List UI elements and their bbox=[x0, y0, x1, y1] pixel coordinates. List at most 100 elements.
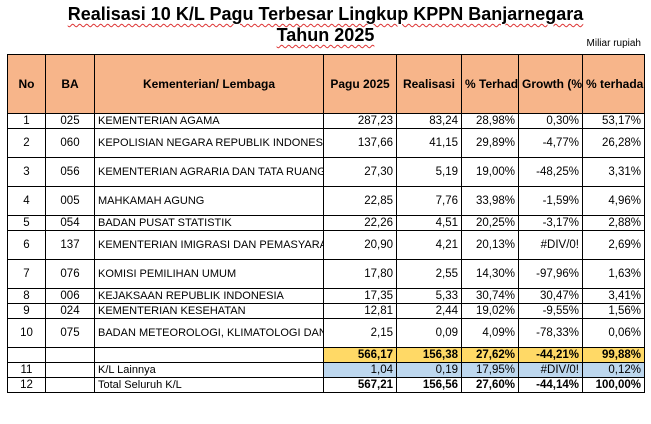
cell-pagu: 27,30 bbox=[323, 157, 397, 187]
lainnya-row: 11 K/L Lainnya 1,04 0,19 17,95% #DIV/0! … bbox=[7, 362, 645, 378]
header-realisasi: Realisasi bbox=[396, 54, 462, 114]
table-row: 2 060 KEPOLISIAN NEGARA REPUBLIK INDONES… bbox=[7, 128, 645, 158]
cell-realisasi: 0,19 bbox=[396, 362, 462, 378]
cell-pagu: 137,66 bbox=[323, 128, 397, 158]
cell-realisasi: 41,15 bbox=[396, 128, 462, 158]
cell-empty bbox=[7, 347, 46, 363]
cell-pct-pagu: 27,62% bbox=[461, 347, 519, 363]
cell-pagu: 2,15 bbox=[323, 318, 397, 348]
cell-realisasi: 4,21 bbox=[396, 230, 462, 260]
cell-pagu: 17,80 bbox=[323, 259, 397, 289]
cell-no: 4 bbox=[7, 186, 46, 216]
cell-growth: #DIV/0! bbox=[518, 230, 583, 260]
header-growth: Growth (%) bbox=[518, 54, 583, 114]
cell-pagu: 20,90 bbox=[323, 230, 397, 260]
cell-no: 6 bbox=[7, 230, 46, 260]
header-no: No bbox=[7, 54, 46, 114]
cell-name: Total Seluruh K/L bbox=[94, 377, 324, 393]
cell-growth: -78,33% bbox=[518, 318, 583, 348]
cell-name: KOMISI PEMILIHAN UMUM bbox=[94, 259, 324, 289]
cell-pagu: 566,17 bbox=[323, 347, 397, 363]
total-row: 12 Total Seluruh K/L 567,21 156,56 27,60… bbox=[7, 377, 645, 393]
cell-realisasi: 0,09 bbox=[396, 318, 462, 348]
cell-no: 3 bbox=[7, 157, 46, 187]
cell-realisasi: 2,44 bbox=[396, 303, 462, 319]
cell-no: 12 bbox=[7, 377, 46, 393]
table-row: 7 076 KOMISI PEMILIHAN UMUM 17,80 2,55 1… bbox=[7, 259, 645, 289]
cell-realisasi: 2,55 bbox=[396, 259, 462, 289]
cell-name: KEPOLISIAN NEGARA REPUBLIK INDONESIA bbox=[94, 128, 324, 158]
cell-realisasi: 156,56 bbox=[396, 377, 462, 393]
cell-pagu: 567,21 bbox=[323, 377, 397, 393]
cell-empty bbox=[94, 347, 324, 363]
cell-no: 2 bbox=[7, 128, 46, 158]
report-title-line1: Realisasi 10 K/L Pagu Terbesar Lingkup K… bbox=[67, 4, 584, 24]
cell-ba: 076 bbox=[45, 259, 95, 289]
cell-pct-total: 1,56% bbox=[582, 303, 645, 319]
cell-pagu: 22,85 bbox=[323, 186, 397, 216]
cell-pagu: 1,04 bbox=[323, 362, 397, 378]
cell-realisasi: 5,19 bbox=[396, 157, 462, 187]
cell-growth: -48,25% bbox=[518, 157, 583, 187]
cell-pct-total: 99,88% bbox=[582, 347, 645, 363]
header-pagu: Pagu 2025 bbox=[323, 54, 397, 114]
cell-pct-total: 3,31% bbox=[582, 157, 645, 187]
cell-pagu: 12,81 bbox=[323, 303, 397, 319]
cell-name: BADAN PUSAT STATISTIK bbox=[94, 215, 324, 231]
cell-pct-pagu: 4,09% bbox=[461, 318, 519, 348]
cell-no: 5 bbox=[7, 215, 46, 231]
cell-growth: -44,14% bbox=[518, 377, 583, 393]
cell-realisasi: 7,76 bbox=[396, 186, 462, 216]
cell-pct-pagu: 30,74% bbox=[461, 288, 519, 304]
cell-pct-total: 2,69% bbox=[582, 230, 645, 260]
cell-growth: -1,59% bbox=[518, 186, 583, 216]
cell-ba: 137 bbox=[45, 230, 95, 260]
unit-label: Miliar rupiah bbox=[586, 38, 641, 49]
cell-pct-pagu: 33,98% bbox=[461, 186, 519, 216]
realisasi-table: No BA Kementerian/ Lembaga Pagu 2025 Rea… bbox=[7, 54, 645, 393]
cell-empty bbox=[45, 362, 95, 378]
cell-realisasi: 156,38 bbox=[396, 347, 462, 363]
table-row: 4 005 MAHKAMAH AGUNG 22,85 7,76 33,98% -… bbox=[7, 186, 645, 216]
cell-name: BADAN METEOROLOGI, KLIMATOLOGI DAN GEOFI… bbox=[94, 318, 324, 348]
cell-pct-total: 53,17% bbox=[582, 113, 645, 129]
report-title-line2: Tahun 2025 bbox=[276, 25, 375, 45]
cell-ba: 006 bbox=[45, 288, 95, 304]
cell-ba: 056 bbox=[45, 157, 95, 187]
cell-ba: 005 bbox=[45, 186, 95, 216]
cell-pct-total: 0,06% bbox=[582, 318, 645, 348]
cell-name: MAHKAMAH AGUNG bbox=[94, 186, 324, 216]
cell-realisasi: 5,33 bbox=[396, 288, 462, 304]
table-row: 10 075 BADAN METEOROLOGI, KLIMATOLOGI DA… bbox=[7, 318, 645, 348]
cell-pct-total: 2,88% bbox=[582, 215, 645, 231]
cell-realisasi: 83,24 bbox=[396, 113, 462, 129]
table-row: 5 054 BADAN PUSAT STATISTIK 22,26 4,51 2… bbox=[7, 215, 645, 231]
header-pct-pagu: % Terhadap Pagu bbox=[461, 54, 519, 114]
cell-pct-total: 100,00% bbox=[582, 377, 645, 393]
cell-pagu: 17,35 bbox=[323, 288, 397, 304]
cell-growth: #DIV/0! bbox=[518, 362, 583, 378]
cell-pct-pagu: 17,95% bbox=[461, 362, 519, 378]
header-pct-total: % terhadap total bbox=[582, 54, 645, 114]
cell-pct-total: 4,96% bbox=[582, 186, 645, 216]
cell-pct-total: 3,41% bbox=[582, 288, 645, 304]
cell-growth: 30,47% bbox=[518, 288, 583, 304]
cell-growth: -3,17% bbox=[518, 215, 583, 231]
header-row: No BA Kementerian/ Lembaga Pagu 2025 Rea… bbox=[7, 54, 645, 114]
cell-no: 1 bbox=[7, 113, 46, 129]
cell-pct-pagu: 29,89% bbox=[461, 128, 519, 158]
cell-pct-pagu: 20,25% bbox=[461, 215, 519, 231]
cell-no: 8 bbox=[7, 288, 46, 304]
cell-name: KEMENTERIAN KESEHATAN bbox=[94, 303, 324, 319]
cell-no: 10 bbox=[7, 318, 46, 348]
table-row: 6 137 KEMENTERIAN IMIGRASI DAN PEMASYARA… bbox=[7, 230, 645, 260]
cell-ba: 054 bbox=[45, 215, 95, 231]
cell-name: K/L Lainnya bbox=[94, 362, 324, 378]
subtotal-row: 566,17 156,38 27,62% -44,21% 99,88% bbox=[7, 347, 645, 363]
cell-pct-pagu: 27,60% bbox=[461, 377, 519, 393]
cell-pct-total: 0,12% bbox=[582, 362, 645, 378]
cell-growth: 0,30% bbox=[518, 113, 583, 129]
cell-ba: 024 bbox=[45, 303, 95, 319]
cell-no: 11 bbox=[7, 362, 46, 378]
header-ba: BA bbox=[45, 54, 95, 114]
